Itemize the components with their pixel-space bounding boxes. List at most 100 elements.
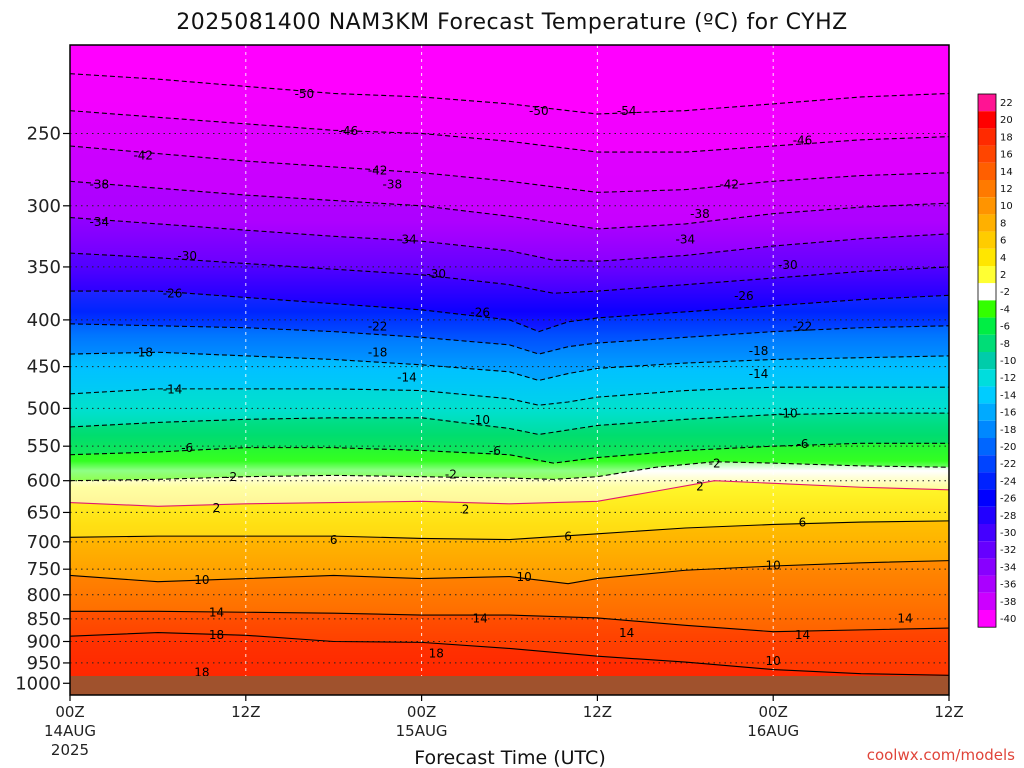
contour-label: -6: [797, 437, 809, 451]
colorbar-swatch: [978, 180, 996, 198]
contour-label: -34: [89, 215, 109, 229]
contour-label: 10: [766, 558, 781, 572]
colorbar-swatch: [978, 455, 996, 473]
contour-label: -30: [177, 249, 197, 263]
contour-line: [70, 180, 949, 230]
contour-label: 10: [194, 573, 209, 587]
contour-line: [70, 632, 949, 676]
contour-label: -18: [749, 344, 769, 358]
contour-label: -34: [397, 232, 417, 246]
colorbar-swatch: [978, 506, 996, 524]
colorbar-swatch: [978, 575, 996, 593]
colorbar-label: 4: [1000, 253, 1006, 264]
colorbar-label: -6: [1000, 322, 1010, 333]
y-tick-label: 600: [27, 471, 61, 492]
x-tick-label: 12Z: [934, 703, 963, 721]
contour-label: 2: [213, 501, 221, 515]
colorbar-swatch: [978, 524, 996, 542]
contour-label: -2: [445, 468, 457, 482]
temperature-band: [70, 291, 949, 355]
contour-label: -10: [470, 413, 490, 427]
x-tick-label: 00Z: [759, 703, 788, 721]
temperature-band: [70, 73, 949, 153]
y-tick-label: 900: [27, 631, 61, 652]
colorbar-swatch: [978, 317, 996, 335]
colorbar-label: 14: [1000, 167, 1013, 178]
contour-line: [70, 110, 949, 153]
contour-label: 14: [795, 628, 810, 642]
colorbar-label: 8: [1000, 218, 1006, 229]
plot-area: -50-50 -54-46-46-42-42-42-38 -38-38-34-34-…: [70, 45, 949, 695]
y-tick-label: 350: [27, 257, 61, 278]
colorbar-label: -18: [1000, 425, 1016, 436]
contour-label: -42: [133, 149, 153, 163]
contour-label: -2: [709, 457, 721, 471]
colorbar-swatch: [978, 592, 996, 610]
colorbar-label: -8: [1000, 339, 1010, 350]
colorbar-label: 10: [1000, 201, 1013, 212]
contour-label: -54: [617, 104, 637, 118]
colorbar-swatch: [978, 352, 996, 370]
x-tick-date: 16AUG: [747, 722, 799, 740]
colorbar-swatch: [978, 214, 996, 232]
x-tick-label: 00Z: [55, 703, 84, 721]
contour-label: -14: [397, 371, 417, 385]
contour-label: -22: [793, 319, 813, 333]
colorbar-label: -4: [1000, 304, 1010, 315]
contour-label: -14: [749, 367, 769, 381]
x-tick-label: 12Z: [583, 703, 612, 721]
contour-line: [70, 386, 949, 406]
contour-line: [70, 252, 949, 294]
colorbar-label: -20: [1000, 442, 1016, 453]
colorbar-label: -34: [1000, 562, 1016, 573]
contour-line: [70, 351, 949, 382]
colorbar-swatch: [978, 403, 996, 421]
x-axis-label: Forecast Time (UTC): [414, 747, 605, 768]
ground-below-surface: [70, 676, 949, 695]
temperature-band: [70, 45, 949, 114]
contour-label: -18: [368, 346, 388, 360]
colorbar-swatch: [978, 369, 996, 387]
temperature-band: [70, 253, 949, 332]
contour-label: -38: [89, 178, 109, 192]
colorbar-label: -40: [1000, 614, 1016, 625]
contour-label: 14: [897, 611, 912, 625]
colorbar-swatch: [978, 334, 996, 352]
temperature-band: [70, 217, 949, 294]
colorbar-swatch: [978, 197, 996, 215]
contour-line: [70, 480, 949, 507]
colorbar: 22 20 18 16 14 12 10 8 6 4 2 -2 -4 -6 -8 -10 -12 -14 -16 -1…: [977, 93, 1016, 628]
x-tick-label: 12Z: [231, 703, 260, 721]
colorbar-swatch: [978, 266, 996, 284]
colorbar-swatch: [978, 145, 996, 163]
contour-line: [70, 442, 949, 464]
y-axis: 2503003504004505005506006507007508008509…: [15, 123, 70, 694]
contour-label: -2: [225, 470, 237, 484]
colorbar-label: -14: [1000, 390, 1016, 401]
temperature-bands: [70, 45, 949, 695]
contour-label: -42: [368, 163, 388, 177]
contour-labels: -50-50 -54-46-46-42-42-42-38 -38-38-34-34-…: [89, 87, 912, 680]
contour-label: 18: [209, 628, 224, 642]
contour-label: -38: [690, 207, 710, 221]
colorbar-swatch: [978, 420, 996, 438]
contour-label: 6: [799, 516, 807, 530]
temperature-band: [70, 560, 949, 632]
credit-link[interactable]: coolwx.com/models: [867, 746, 1015, 764]
contour-label: -50: [529, 104, 549, 118]
x-tick-label: 00Z: [407, 703, 436, 721]
contour-label: -14: [163, 382, 183, 396]
contour-label: 10: [517, 570, 532, 584]
contour-line: [70, 290, 949, 333]
temperature-band: [70, 611, 949, 676]
colorbar-swatch: [978, 386, 996, 404]
contour-label: 14: [209, 606, 224, 620]
temperature-band: [70, 110, 949, 193]
contour-line: [70, 145, 949, 193]
contour-line: [70, 461, 949, 482]
y-tick-label: 400: [27, 310, 61, 331]
temperature-band: [70, 352, 949, 406]
contour-label: -30: [778, 258, 798, 272]
plot-frame: [69, 44, 950, 696]
contour-line: [70, 73, 949, 115]
